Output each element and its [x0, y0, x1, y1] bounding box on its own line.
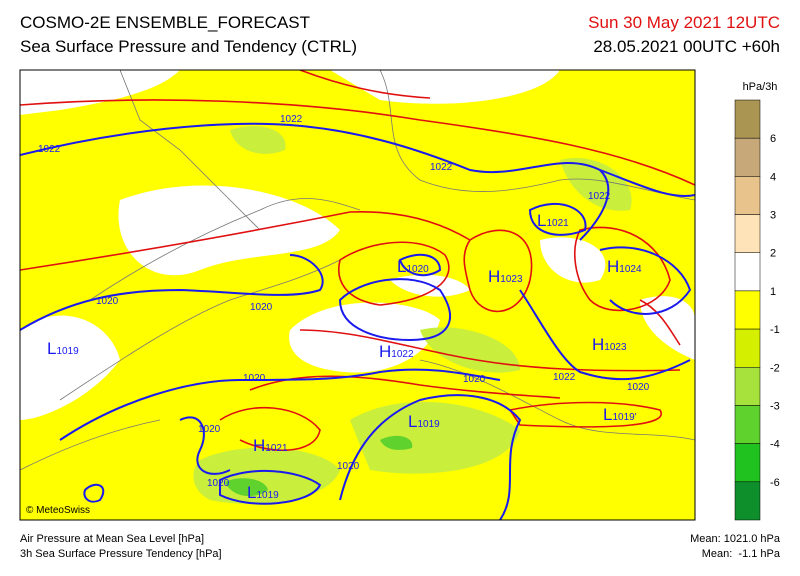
pressure-center: H1022	[379, 342, 414, 361]
map-frame	[19, 69, 696, 521]
legend-label: 1	[770, 286, 776, 298]
legend-swatch	[734, 214, 761, 253]
legend-swatch	[734, 328, 761, 368]
legend-label: -1	[770, 324, 780, 336]
legend-label: -6	[770, 477, 780, 489]
tendency-contours	[20, 70, 695, 452]
legend-swatch	[734, 99, 761, 139]
pressure-center: L1019'	[603, 405, 637, 424]
legend-label: 6	[770, 133, 776, 145]
legend-label: 4	[770, 171, 776, 183]
contour-labels: 1022 1022 1022 1022 1020 1020 1020 1020 …	[38, 114, 650, 489]
valid-time: Sun 30 May 2021 12UTC	[588, 13, 780, 32]
pressure-contours	[20, 122, 695, 520]
title: COSMO-2E ENSEMBLE_FORECAST	[20, 13, 310, 32]
legend-swatch	[734, 176, 761, 215]
pressure-center: L1020	[397, 257, 429, 276]
legend-label: -2	[770, 362, 780, 374]
legend-swatch	[734, 405, 761, 444]
legend-swatch	[734, 481, 761, 521]
pressure-centers: L1021 L1020 H1023 H1024 L1019 H1022 H102…	[47, 211, 642, 502]
fall-areas	[225, 435, 413, 497]
footer-right: Mean: 1021.0 hPa	[690, 533, 781, 545]
map-background	[20, 70, 695, 520]
contour-label: 1020	[250, 302, 273, 313]
legend-label: 3	[770, 210, 776, 222]
contour-label: 1022	[280, 114, 303, 125]
contour-label: 1022	[588, 191, 611, 202]
legend-swatch	[734, 252, 761, 292]
run-time: 28.05.2021 00UTC +60h	[593, 37, 780, 56]
slight-fall-areas	[193, 126, 632, 504]
contour-label: 1020	[243, 373, 266, 384]
map: 1022 1022 1022 1022 1020 1020 1020 1020 …	[19, 69, 696, 521]
subtitle: Sea Surface Pressure and Tendency (CTRL)	[20, 37, 357, 56]
legend-swatch	[734, 137, 761, 177]
neutral-areas	[20, 70, 695, 420]
pressure-center: L1019	[247, 483, 279, 502]
footer-left: Air Pressure at Mean Sea Level [hPa]	[20, 533, 204, 545]
credit: © MeteoSwiss	[26, 505, 90, 516]
contour-label: 1022	[553, 372, 576, 383]
footer-left: 3h Sea Surface Pressure Tendency [hPa]	[20, 548, 222, 560]
pressure-center: L1019	[47, 339, 79, 358]
contour-label: 1020	[337, 461, 360, 472]
legend-label: -4	[770, 439, 780, 451]
contour-label: 1020	[198, 424, 221, 435]
legend-label: -3	[770, 400, 780, 412]
legend-swatch	[734, 290, 761, 330]
legend: hPa/3h 6 4 3 2 1 -1 -2 -3 -4 -6	[734, 81, 780, 521]
contour-label: 1022	[430, 162, 453, 173]
footer-right: Mean: -1.1 hPa	[702, 548, 781, 560]
contour-label: 1020	[207, 478, 230, 489]
contour-label: 1020	[463, 374, 486, 385]
pressure-center: H1024	[607, 257, 642, 276]
legend-label: 2	[770, 248, 776, 260]
contour-label: 1020	[96, 296, 119, 307]
pressure-center: H1023	[592, 335, 627, 354]
legend-unit: hPa/3h	[743, 81, 778, 93]
legend-swatch	[734, 367, 761, 406]
pressure-center: L1021	[537, 211, 569, 230]
contour-label: 1022	[38, 144, 61, 155]
pressure-center: L1019	[408, 412, 440, 431]
pressure-center: H1021	[253, 436, 288, 455]
legend-swatch	[734, 443, 761, 483]
pressure-center: H1023	[488, 267, 523, 286]
contour-label: 1020	[627, 382, 650, 393]
